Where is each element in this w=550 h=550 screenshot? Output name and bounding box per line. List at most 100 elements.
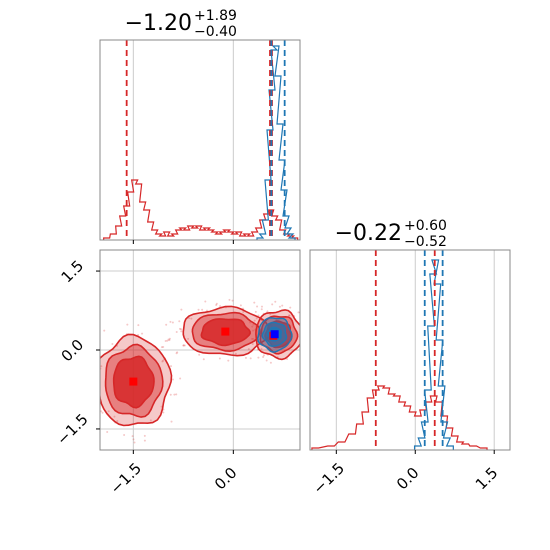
scatter-point <box>227 359 230 362</box>
scatter-point <box>131 435 134 438</box>
scatter-point <box>173 393 176 396</box>
scatter-point <box>137 324 140 327</box>
scatter-point <box>234 352 237 355</box>
panel-1d-y-title-value: −0.22 <box>335 221 402 246</box>
scatter-point <box>260 347 263 350</box>
scatter-point <box>190 317 193 320</box>
scatter-point <box>116 420 119 423</box>
scatter-point <box>182 344 185 347</box>
scatter-point <box>274 300 277 303</box>
scatter-point <box>308 345 310 347</box>
scatter-point <box>93 400 95 402</box>
scatter-point <box>162 346 165 349</box>
scatter-point <box>242 310 245 313</box>
scatter-point <box>251 342 254 345</box>
scatter-point <box>239 304 242 307</box>
scatter-point <box>247 348 250 351</box>
scatter-point <box>305 328 307 330</box>
panel-1d-x-title-minus: −0.40 <box>194 24 237 40</box>
scatter-point <box>218 357 221 360</box>
scatter-point <box>269 361 272 364</box>
scatter-point <box>262 356 265 359</box>
scatter-point <box>286 357 289 360</box>
scatter-point <box>249 357 252 360</box>
y-tick-label: 0.0 <box>58 336 88 366</box>
scatter-point <box>260 308 263 311</box>
scatter-point <box>175 393 178 396</box>
scatter-point <box>95 394 97 396</box>
scatter-point <box>106 431 109 434</box>
scatter-point <box>100 410 103 413</box>
scatter-point <box>175 352 178 355</box>
scatter-point <box>141 332 144 335</box>
scatter-point <box>178 327 181 330</box>
scatter-point <box>111 342 114 345</box>
scatter-point <box>132 438 135 441</box>
scatter-point <box>168 339 171 342</box>
scatter-point <box>215 302 218 305</box>
scatter-point <box>178 320 181 323</box>
scatter-point <box>257 356 260 359</box>
scatter-point <box>289 306 292 309</box>
panel-1d-x-frame <box>99 39 301 241</box>
scatter-point <box>166 339 169 342</box>
scatter-point <box>260 305 263 308</box>
red-marker <box>221 327 230 336</box>
scatter-point <box>85 364 87 366</box>
scatter-point <box>215 303 218 306</box>
scatter-point <box>180 330 183 333</box>
scatter-point <box>255 317 258 320</box>
scatter-point <box>256 305 259 308</box>
red-marker <box>129 377 138 386</box>
scatter-point <box>165 323 168 326</box>
panel-1d-x-title-value: −1.20 <box>125 11 192 36</box>
scatter-point <box>83 365 85 367</box>
scatter-point <box>89 377 91 379</box>
x-tick-label: 0.0 <box>393 464 423 494</box>
x-tick-label: 0.0 <box>211 464 241 494</box>
scatter-point <box>170 365 173 368</box>
scatter-point <box>278 305 281 308</box>
y-tick-label: −1.5 <box>53 410 91 448</box>
scatter-point <box>281 304 284 307</box>
blue-histogram-x <box>256 45 296 240</box>
scatter-point <box>231 299 234 302</box>
red-histogram-x <box>103 179 299 240</box>
scatter-point <box>252 323 255 326</box>
scatter-point <box>301 323 303 325</box>
scatter-point <box>269 313 272 316</box>
scatter-point <box>162 359 165 362</box>
scatter-point <box>250 337 253 340</box>
scatter-point <box>107 410 110 413</box>
scatter-point <box>251 325 254 328</box>
scatter-point <box>288 314 291 317</box>
panel-2d-content <box>83 250 310 450</box>
scatter-point <box>100 365 103 368</box>
scatter-point <box>257 314 260 317</box>
scatter-point <box>188 317 191 320</box>
scatter-point <box>271 303 274 306</box>
x-tick-label: 1.5 <box>472 464 502 494</box>
scatter-point <box>305 318 307 320</box>
scatter-point <box>133 441 136 444</box>
scatter-point <box>305 347 307 349</box>
scatter-point <box>180 308 183 311</box>
scatter-point <box>219 305 222 308</box>
scatter-point <box>288 314 291 317</box>
panel-1d-y-title-minus: −0.52 <box>404 234 447 250</box>
scatter-point <box>169 393 172 396</box>
scatter-point <box>244 356 247 359</box>
scatter-point <box>95 363 97 365</box>
scatter-point <box>297 311 300 314</box>
scatter-point <box>167 338 170 341</box>
x-tick-label: −1.5 <box>310 459 348 497</box>
scatter-point <box>126 323 129 326</box>
red-histogram-y <box>311 385 488 450</box>
scatter-point <box>113 415 116 418</box>
scatter-point <box>253 319 256 322</box>
scatter-point <box>204 300 207 303</box>
scatter-point <box>175 330 178 333</box>
scatter-point <box>168 337 171 340</box>
scatter-point <box>183 344 186 347</box>
